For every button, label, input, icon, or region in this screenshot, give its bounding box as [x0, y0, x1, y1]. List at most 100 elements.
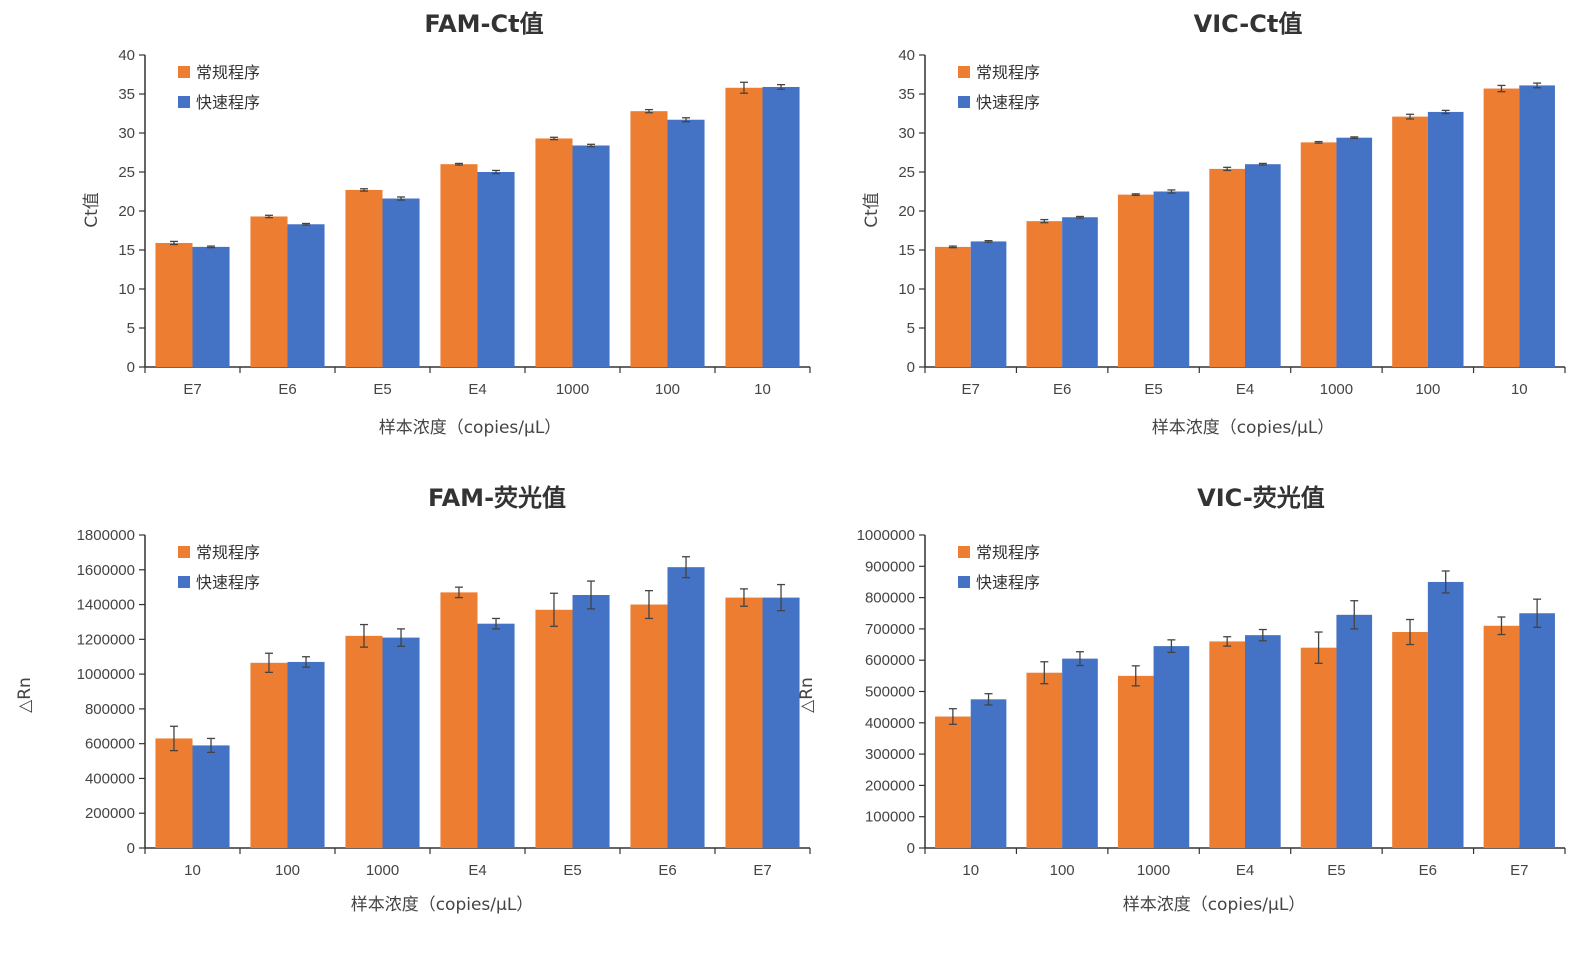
chart-title: VIC-荧光值 [1197, 484, 1325, 512]
bar [1427, 581, 1464, 848]
x-tick-label: 1000 [366, 862, 399, 879]
bar [477, 172, 515, 367]
y-axis-label: △Rn [15, 677, 35, 713]
bar [1300, 142, 1337, 367]
chart-title: FAM-荧光值 [428, 484, 566, 512]
x-tick-label: 1000 [556, 381, 589, 398]
legend-label: 快速程序 [976, 93, 1040, 112]
x-tick-label: E6 [1419, 862, 1437, 879]
bar [667, 119, 705, 368]
bar [762, 86, 800, 367]
x-tick-label: 100 [1050, 862, 1075, 879]
y-tick-label: 35 [898, 86, 915, 103]
y-tick-label: 40 [898, 47, 915, 64]
legend-swatch [958, 66, 970, 78]
bar [1483, 88, 1520, 367]
y-tick-label: 300000 [865, 746, 915, 763]
x-tick-label: E6 [658, 862, 676, 879]
x-tick-label: 10 [962, 862, 979, 879]
bar [1245, 635, 1281, 848]
x-tick-label: 100 [1415, 381, 1440, 398]
bar [535, 138, 573, 367]
y-tick-label: 400000 [85, 770, 135, 787]
y-axis-label: Ct值 [82, 192, 102, 228]
y-tick-label: 900000 [865, 558, 915, 575]
y-tick-label: 200000 [865, 777, 915, 794]
y-tick-label: 500000 [865, 684, 915, 701]
y-tick-label: 600000 [85, 736, 135, 753]
x-axis-label: 样本浓度（copies/μL） [1123, 895, 1306, 915]
y-tick-label: 0 [127, 840, 135, 857]
bar [1062, 658, 1098, 848]
legend-swatch [178, 546, 190, 558]
y-tick-label: 40 [118, 47, 135, 64]
bar [1153, 191, 1190, 367]
y-tick-label: 200000 [85, 805, 135, 822]
bar [1336, 137, 1373, 367]
bar [1209, 168, 1245, 367]
y-tick-label: 1000000 [77, 666, 135, 683]
x-tick-label: E4 [1236, 381, 1254, 398]
y-tick-label: 1600000 [77, 562, 135, 579]
bar [250, 216, 288, 367]
bar [630, 604, 668, 848]
bar [572, 145, 610, 367]
x-tick-label: E5 [1327, 862, 1345, 879]
x-tick-label: E5 [373, 381, 391, 398]
y-tick-label: 800000 [865, 590, 915, 607]
y-tick-label: 15 [118, 242, 135, 259]
y-tick-label: 400000 [865, 715, 915, 732]
bar [572, 594, 610, 848]
bar [345, 189, 383, 367]
y-tick-label: 10 [118, 281, 135, 298]
bar [345, 635, 383, 848]
x-tick-label: E7 [183, 381, 201, 398]
bar [1519, 613, 1555, 848]
bar [287, 661, 325, 848]
y-tick-label: 15 [898, 242, 915, 259]
y-tick-label: 700000 [865, 621, 915, 638]
y-axis-label: Ct值 [862, 192, 882, 228]
chart-panel-4: VIC-荧光值 0 100000 200000 300000 400000 500000 60… [797, 484, 1566, 915]
bar [535, 609, 573, 848]
chart-panel-3: FAM-荧光值 0 200000 400000 600000 800000 1000000 1… [15, 484, 811, 915]
bar [1483, 625, 1520, 848]
bar [155, 738, 193, 848]
x-tick-label: 100 [275, 862, 300, 879]
x-tick-label: 100 [655, 381, 680, 398]
bar [155, 242, 193, 367]
bar [250, 662, 288, 848]
x-axis-label: 样本浓度（copies/μL） [1152, 418, 1335, 438]
bar [1427, 111, 1464, 367]
legend-label: 快速程序 [196, 93, 260, 112]
y-tick-label: 20 [118, 203, 135, 220]
x-tick-label: E4 [468, 381, 486, 398]
y-tick-label: 0 [127, 359, 135, 376]
x-tick-label: 1000 [1320, 381, 1353, 398]
bar [1300, 647, 1337, 848]
y-axis-label: △Rn [797, 677, 817, 713]
x-tick-label: 10 [754, 381, 771, 398]
legend-swatch [958, 546, 970, 558]
x-tick-label: 1000 [1137, 862, 1170, 879]
bar [762, 597, 800, 848]
bar [1392, 116, 1428, 368]
legend-swatch [178, 66, 190, 78]
x-axis-label: 样本浓度（copies/μL） [351, 895, 534, 915]
bar [382, 637, 420, 848]
bar [630, 111, 668, 367]
x-tick-label: E7 [962, 381, 980, 398]
bar [440, 164, 478, 367]
bar [970, 699, 1007, 848]
bar [1209, 641, 1245, 848]
legend-label: 快速程序 [196, 573, 260, 592]
legend-label: 常规程序 [976, 543, 1040, 562]
legend-label: 常规程序 [196, 63, 260, 82]
bar [1117, 194, 1154, 367]
chart-title: FAM-Ct值 [424, 10, 543, 38]
bar [667, 567, 705, 848]
legend-label: 快速程序 [976, 573, 1040, 592]
bar [1245, 164, 1281, 367]
bar [1026, 672, 1063, 848]
